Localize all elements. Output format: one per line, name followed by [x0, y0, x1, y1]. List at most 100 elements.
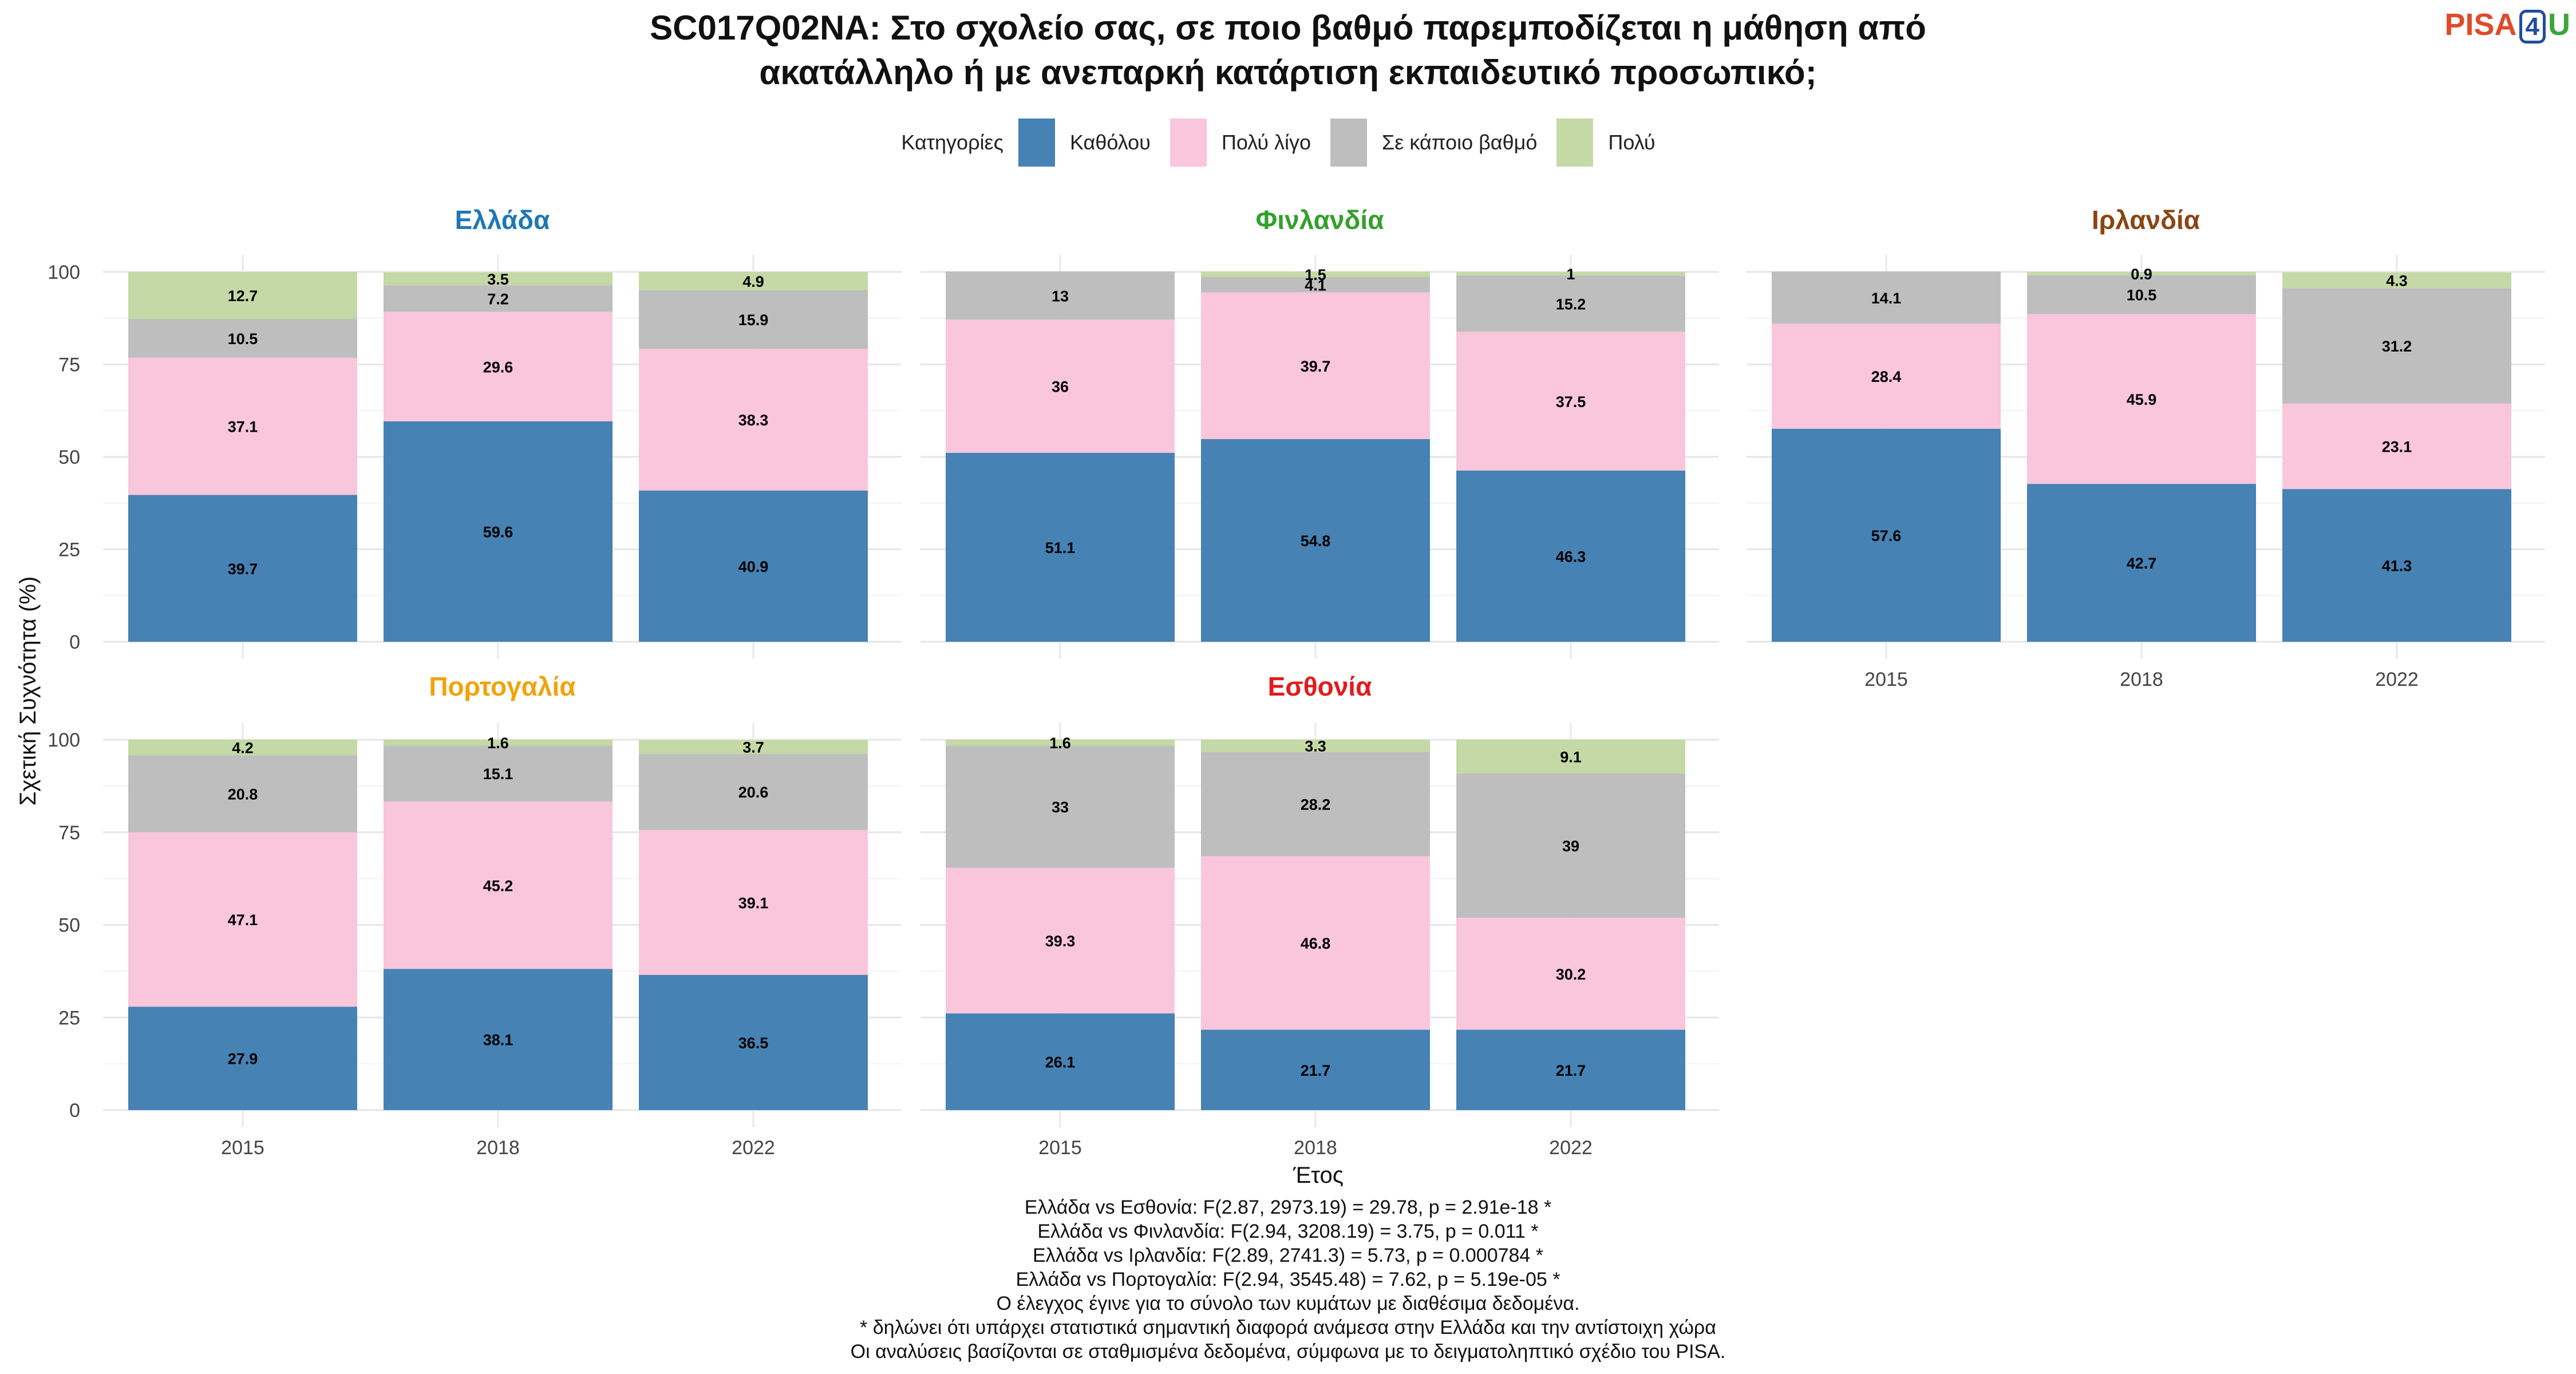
panel-3-data-label: 42.7 — [2127, 555, 2157, 572]
chart-title-line-2: ακατάλληλο ή με ανεπαρκή κατάρτιση εκπαι… — [759, 53, 1817, 92]
panel-4-data-label: 20.6 — [738, 784, 769, 801]
panel-3-data-label: 14.1 — [1871, 290, 1902, 307]
legend-item-katholou: Καθόλου — [1018, 119, 1151, 167]
panel-4-bar-2018-segment-3 — [384, 745, 613, 802]
legend-swatch-se-kapoio-vathmo — [1330, 119, 1368, 167]
panel-4-x-tick-label: 2018 — [476, 1137, 520, 1159]
panel-3-bar-2018-segment-1 — [2027, 484, 2256, 642]
legend-title: Κατηγορίες — [901, 131, 1003, 154]
panel-3-bar-2022-segment-2 — [2282, 403, 2511, 489]
y-axis-title: Σχετική Συχνότητα (%) — [15, 577, 41, 806]
panel-4-bar-2018-segment-4 — [384, 740, 613, 746]
panel-2-data-label: 39.7 — [1301, 358, 1331, 375]
panel-5-bar-2015-segment-4 — [946, 740, 1175, 746]
panel-1-bar-2022-segment-1 — [639, 490, 868, 642]
panel-3-bar-2022-segment-3 — [2282, 288, 2511, 404]
panel-4-bar-2022-segment-3 — [639, 753, 868, 830]
panel-2-title: Φινλανδία — [1256, 205, 1384, 235]
panel-5-title: Εσθονία — [1268, 672, 1372, 701]
legend-item-poly-ligo: Πολύ λίγο — [1170, 119, 1311, 167]
panel-1-bar-2022-segment-3 — [639, 290, 868, 349]
panel-3-bar-2015-segment-2 — [1772, 323, 2001, 429]
logo-u-text: U — [2548, 7, 2570, 42]
panel-5-x-tick-label: 2018 — [1294, 1137, 1337, 1159]
panel-2-bar-2015-segment-3 — [946, 271, 1175, 320]
panel-5-bar-2015-segment-1 — [946, 1013, 1175, 1110]
panel-2-bar-2015-segment-1 — [946, 452, 1175, 642]
panel-1-bar-2015-segment-3 — [128, 319, 357, 358]
legend-label-katholou: Καθόλου — [1069, 131, 1151, 154]
panel-1-y-tick-label: 75 — [58, 354, 80, 376]
legend-swatch-poly — [1556, 119, 1594, 167]
panel-1-data-label: 38.3 — [738, 412, 769, 429]
panel-3-data-label: 45.9 — [2127, 391, 2157, 408]
panel-4-data-label: 45.2 — [483, 877, 513, 894]
panel-5-bar-2022-segment-1 — [1456, 1029, 1685, 1110]
panel-3-data-label: 41.3 — [2382, 558, 2412, 575]
panel-1-bar-2015-segment-2 — [128, 357, 357, 495]
panel-2-bar-2022-segment-2 — [1456, 331, 1685, 471]
panel-1-bar-2022-segment-2 — [639, 349, 868, 491]
panel-3-data-label: 0.9 — [2131, 266, 2152, 283]
panel-1-bar-2018-segment-2 — [384, 311, 613, 421]
footnote-line-1: Ελλάδα vs Εσθονία: F(2.87, 2973.19) = 29… — [1024, 1197, 1552, 1218]
panel-3-data-label: 31.2 — [2382, 338, 2412, 355]
panel-1-data-label: 39.7 — [228, 560, 258, 578]
panel-1-y-tick-label: 25 — [58, 539, 80, 561]
panel-1-data-label: 37.1 — [228, 418, 258, 436]
panel-4-data-label: 27.9 — [228, 1051, 258, 1068]
panel-1-data-label: 59.6 — [483, 523, 513, 540]
panel-2-data-label: 1.5 — [1305, 266, 1326, 283]
panel-1-bar-2022-segment-4 — [639, 272, 868, 290]
panel-4-data-label: 20.8 — [228, 785, 258, 803]
panel-5-data-label: 39 — [1562, 838, 1579, 855]
footnote-line-2: Ελλάδα vs Φινλανδία: F(2.94, 3208.19) = … — [1037, 1221, 1539, 1242]
panel-5-data-label: 3.3 — [1305, 738, 1326, 755]
panel-3-x-tick-label: 2018 — [2120, 669, 2163, 690]
panel-3-bar-2018-segment-4 — [2027, 272, 2256, 275]
panel-5-bar-2018-segment-2 — [1201, 856, 1430, 1030]
panel-2-bar-2018-segment-2 — [1201, 292, 1430, 439]
legend-item-se-kapoio-vathmo: Σε κάποιο βαθμό — [1330, 119, 1537, 167]
panel-4-y-tick-label: 100 — [48, 729, 80, 751]
panel-4-bar-2018-segment-2 — [384, 802, 613, 969]
panel-3-data-label: 28.4 — [1871, 368, 1902, 385]
panel-4-data-label: 38.1 — [483, 1032, 513, 1049]
panel-1-bar-2018-segment-3 — [384, 285, 613, 312]
panel-3-bar-2022-segment-4 — [2282, 272, 2511, 289]
footnote-line-7: Οι αναλύσεις βασίζονται σε σταθμισμένα δ… — [850, 1341, 1726, 1363]
panel-1-data-label: 4.9 — [742, 273, 764, 290]
panel-1-data-label: 15.9 — [738, 311, 769, 329]
panel-1-bar-2015-segment-4 — [128, 272, 357, 319]
panel-5-data-label: 1.6 — [1049, 735, 1071, 752]
footnote-line-5: Ο έλεγχος έγινε για το σύνολο των κυμάτω… — [996, 1293, 1580, 1314]
panel-4-bar-2015-segment-1 — [128, 1006, 357, 1110]
panel-3-bar-2022-segment-1 — [2282, 489, 2511, 642]
panel-4-bar-2015-segment-2 — [128, 832, 357, 1007]
panel-3-bar-2015-segment-3 — [1772, 271, 2001, 324]
chart-footnotes: Ελλάδα vs Εσθονία: F(2.87, 2973.19) = 29… — [0, 1195, 2576, 1364]
panel-5-data-label: 9.1 — [1560, 748, 1582, 765]
panel-5-data-label: 46.8 — [1301, 935, 1331, 952]
panel-5-x-tick-label: 2022 — [1549, 1137, 1593, 1159]
footnote-line-3: Ελλάδα vs Ιρλανδία: F(2.89, 2741.3) = 5.… — [1032, 1245, 1544, 1266]
panel-4-data-label: 1.6 — [487, 735, 509, 752]
panel-2-data-label: 4.1 — [1305, 277, 1326, 294]
panel-5-bar-2018-segment-1 — [1201, 1029, 1430, 1110]
logo-four-text: 4 — [2519, 10, 2546, 44]
pisa4u-logo: PISA 4 U — [2444, 7, 2570, 44]
panel-1-bar-2018-segment-1 — [384, 421, 613, 642]
panel-5-data-label: 33 — [1052, 799, 1069, 816]
panel-3-data-label: 4.3 — [2386, 273, 2408, 290]
panel-4-bar-2015-segment-3 — [128, 755, 357, 832]
panel-5-data-label: 39.3 — [1045, 933, 1076, 950]
panel-5-data-label: 28.2 — [1301, 796, 1331, 814]
panel-5-data-label: 26.1 — [1045, 1054, 1076, 1071]
panel-1-data-label: 40.9 — [738, 558, 769, 575]
legend-label-poly: Πολύ — [1608, 131, 1656, 154]
panel-4-data-label: 15.1 — [483, 765, 513, 783]
panel-4-bar-2022-segment-1 — [639, 974, 868, 1110]
panel-2-bar-2018-segment-4 — [1201, 271, 1430, 278]
panel-5-bar-2015-segment-3 — [946, 745, 1175, 868]
panel-5-bar-2022-segment-2 — [1456, 918, 1685, 1030]
